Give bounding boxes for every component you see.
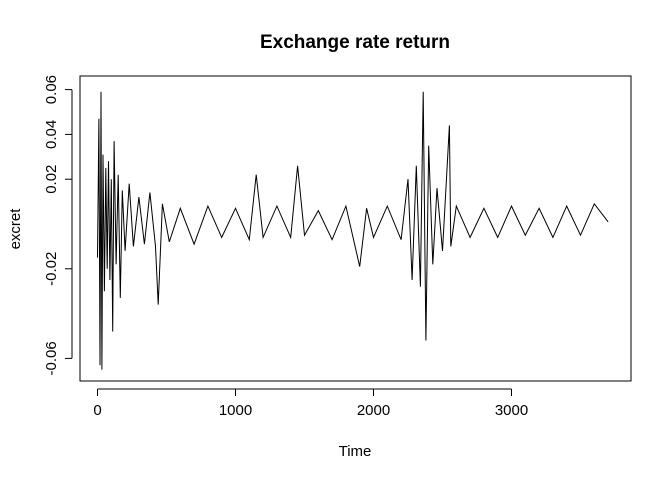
x-axis-title: Time — [339, 443, 372, 460]
x-axis: 0 1000 2000 3000 — [93, 388, 528, 419]
y-tick-label: 0.02 — [43, 165, 60, 194]
x-tick-label: 0 — [93, 402, 101, 419]
y-axis: -0.06 -0.02 0.02 0.04 0.06 — [43, 75, 73, 376]
chart-title: Exchange rate return — [260, 32, 450, 53]
y-tick-label: 0.04 — [43, 120, 60, 149]
x-tick-label: 1000 — [219, 402, 252, 419]
x-tick-label: 3000 — [495, 402, 528, 419]
y-tick-label: -0.02 — [43, 252, 60, 286]
y-tick-label: 0.06 — [43, 75, 60, 104]
series-layer — [97, 91, 609, 370]
plot-box — [79, 75, 632, 382]
series-line-0 — [97, 91, 609, 370]
y-axis-title: excret — [7, 208, 24, 250]
x-tick-label: 2000 — [357, 402, 390, 419]
y-tick-label: -0.06 — [43, 341, 60, 375]
